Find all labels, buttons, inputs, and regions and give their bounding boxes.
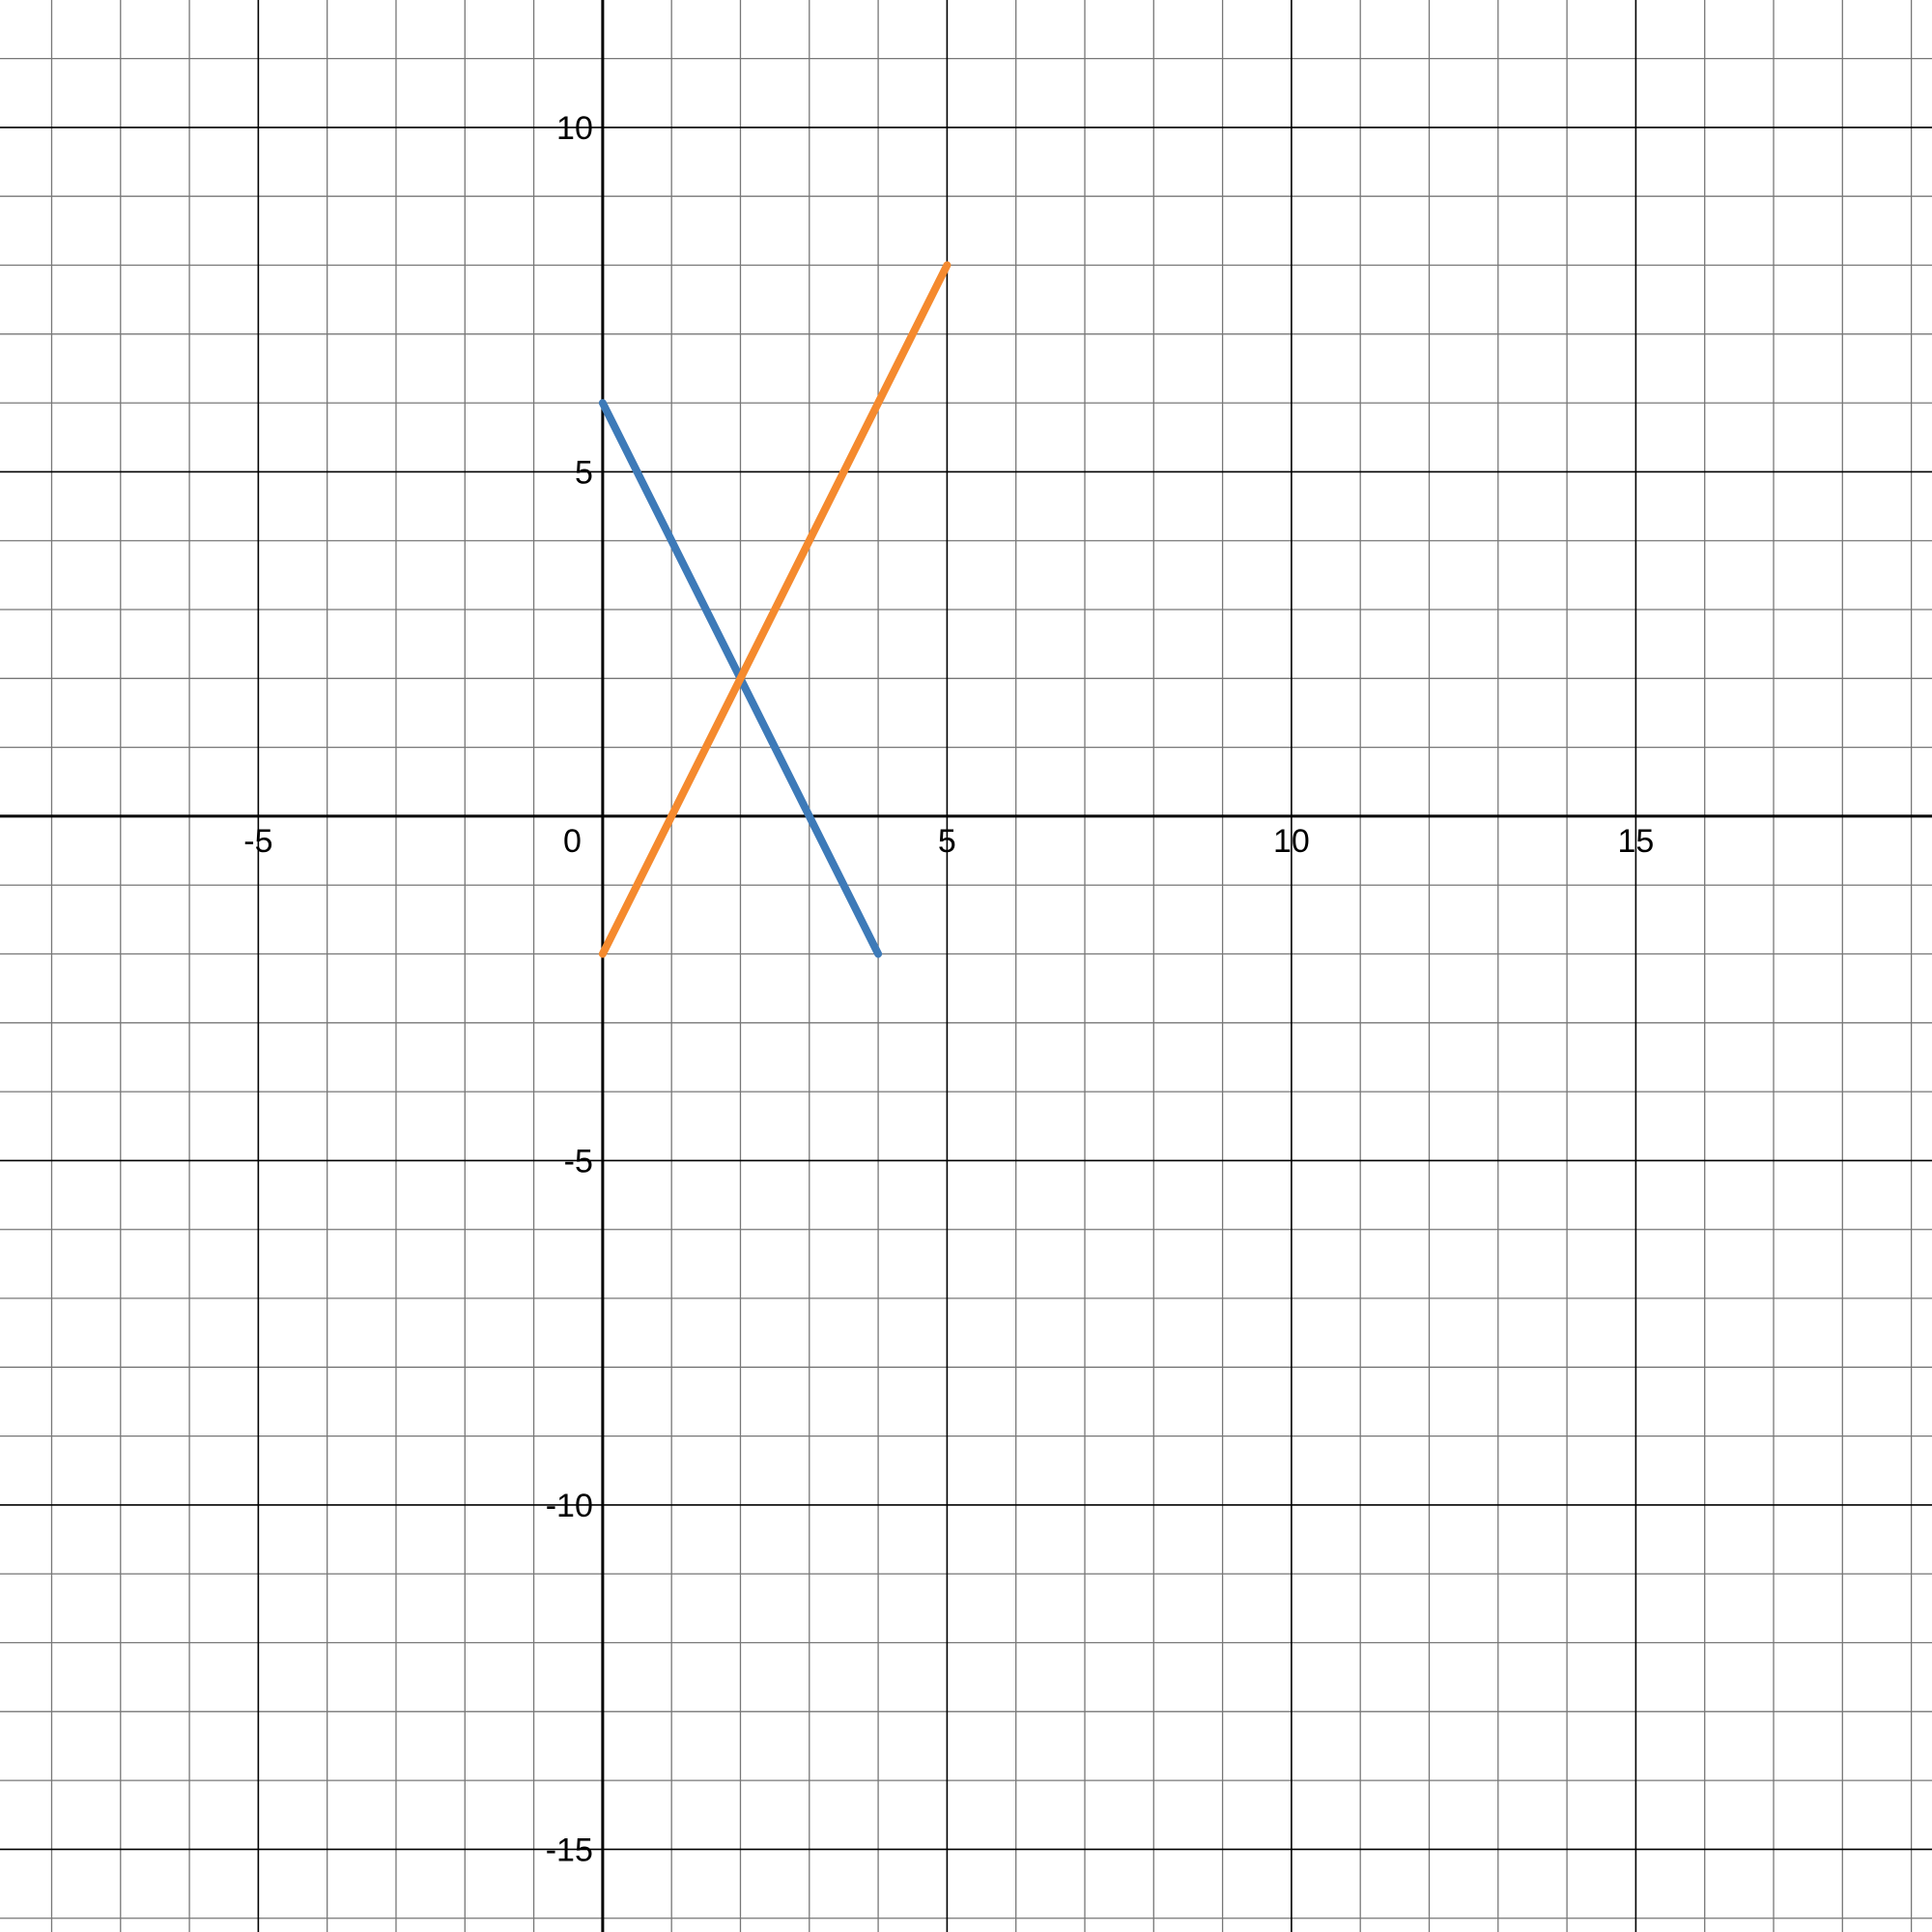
x-tick-label: 15 <box>1617 823 1654 860</box>
x-tick-label: -5 <box>243 823 272 860</box>
y-tick-label: -5 <box>564 1143 593 1179</box>
y-tick-label: 10 <box>556 110 593 147</box>
x-tick-labels: -5 0 5 10 15 <box>243 823 1654 860</box>
y-tick-labels: 10 5 -5 -10 -15 <box>546 110 593 1869</box>
x-tick-label: 5 <box>938 823 956 860</box>
y-tick-label: -15 <box>546 1832 593 1868</box>
x-tick-label: 0 <box>563 823 582 860</box>
x-tick-label: 10 <box>1273 823 1310 860</box>
series-layer <box>598 261 952 958</box>
y-tick-label: -10 <box>546 1488 593 1524</box>
y-tick-label: 5 <box>575 454 593 491</box>
series-line-2 <box>598 261 952 958</box>
